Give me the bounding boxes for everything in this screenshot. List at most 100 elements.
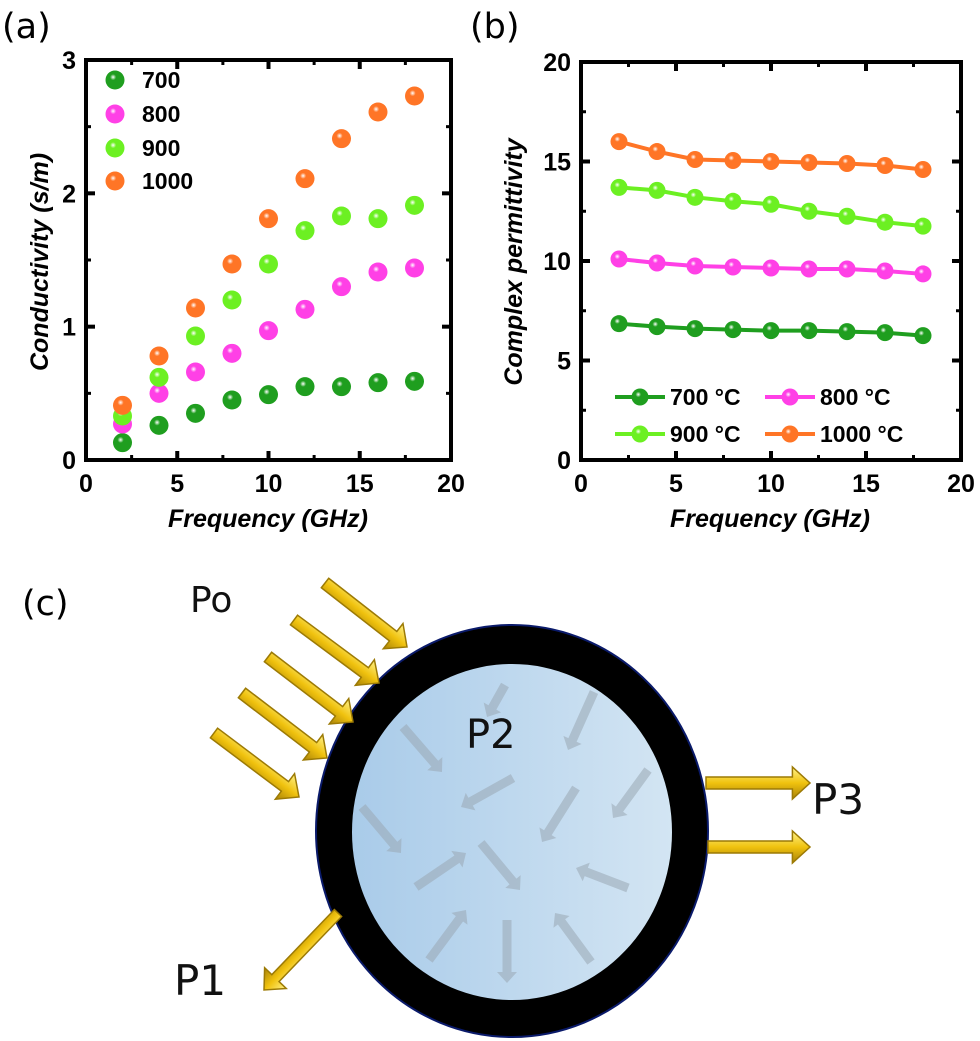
internal-arrow <box>575 862 630 893</box>
data-point <box>800 202 818 220</box>
legend-item: 800 °C <box>765 384 891 410</box>
data-point <box>610 250 628 268</box>
internal-arrow <box>563 690 599 751</box>
y-axis-title-b: Complex permittivity <box>500 137 528 385</box>
data-point <box>800 153 818 171</box>
data-point <box>800 260 818 278</box>
data-point <box>259 209 278 229</box>
series-1000 <box>113 86 424 415</box>
data-point <box>332 206 351 226</box>
incident-arrow <box>237 687 328 761</box>
internal-arrow <box>553 912 595 965</box>
data-point <box>295 377 315 397</box>
internal-arrow <box>461 774 516 811</box>
series-800 <box>610 250 932 283</box>
chart-a-conductivity: Conductivity (s/m) Frequency (GHz) 0 5 10 1… <box>26 47 465 533</box>
legend-label: 800 <box>142 101 180 127</box>
data-point <box>113 433 132 453</box>
reflected-arrow <box>263 908 343 991</box>
x-tick-label: 10 <box>255 470 283 498</box>
data-point <box>368 373 388 393</box>
data-point <box>368 262 388 282</box>
data-point <box>149 383 169 403</box>
data-point <box>914 327 932 345</box>
data-point <box>800 322 818 340</box>
legend-item: 700 <box>105 67 180 93</box>
y-tick-label: 5 <box>557 348 571 376</box>
data-point <box>686 257 704 275</box>
data-point <box>838 323 856 341</box>
x-axis-title-b: Frequency (GHz) <box>670 505 870 533</box>
core <box>352 664 672 1000</box>
x-tick-label: 15 <box>346 470 374 498</box>
data-point <box>724 321 742 339</box>
data-point <box>222 390 242 410</box>
series-800 <box>113 258 424 434</box>
data-point <box>914 265 932 283</box>
legend-label: 1000 °C <box>820 421 903 447</box>
internal-arrow <box>539 785 580 842</box>
x-tick-label: 20 <box>437 470 465 498</box>
y-tick-label: 2 <box>62 180 76 208</box>
data-point <box>876 262 894 280</box>
data-point <box>686 320 704 338</box>
internal-arrow <box>477 840 521 890</box>
data-point <box>838 154 856 172</box>
legend-marker <box>105 70 125 90</box>
data-point <box>332 129 351 149</box>
data-point <box>762 259 780 277</box>
series-1000 <box>610 133 932 178</box>
data-point <box>610 315 628 333</box>
data-point <box>222 254 242 274</box>
data-point <box>186 362 205 382</box>
legend-label: 900 <box>142 135 180 161</box>
internal-reflection-arrows <box>358 682 652 983</box>
data-point <box>405 86 424 106</box>
label-p1: P1 <box>174 956 226 1005</box>
legend-marker <box>781 388 799 406</box>
data-point <box>186 326 205 346</box>
internal-arrow <box>425 909 468 963</box>
chart-b-permittivity: Complex permittivity Frequency (GHz) 0 5 1… <box>500 49 975 533</box>
y-tick-label: 1 <box>62 314 76 342</box>
data-point <box>405 258 424 278</box>
legend-marker <box>105 104 125 124</box>
legend-marker <box>631 388 649 406</box>
data-point <box>838 260 856 278</box>
x-tick-label: 5 <box>170 470 184 498</box>
data-point <box>332 277 351 297</box>
data-point <box>648 181 666 199</box>
label-po: Po <box>190 580 232 621</box>
internal-arrow <box>413 850 467 891</box>
panel-label-c: (c) <box>22 584 69 624</box>
series-900 <box>610 178 932 235</box>
data-point <box>149 415 169 435</box>
x-tick-label: 20 <box>947 470 975 498</box>
legend-item: 700 °C <box>615 384 741 410</box>
data-point <box>113 395 132 415</box>
legend-item: 1000 °C <box>765 421 903 447</box>
data-point <box>222 290 242 310</box>
incident-arrow <box>263 651 354 725</box>
data-point <box>876 156 894 174</box>
data-point <box>762 153 780 170</box>
data-point <box>259 321 278 341</box>
label-p2: P2 <box>466 712 516 758</box>
legend-label: 1000 <box>142 168 193 194</box>
data-point <box>368 209 388 229</box>
series-700 <box>610 315 932 345</box>
panel-label-b: (b) <box>470 7 520 47</box>
data-point <box>876 213 894 231</box>
data-point <box>259 254 278 274</box>
wave-arrows <box>209 577 812 991</box>
data-point <box>648 143 666 161</box>
data-point <box>762 195 780 213</box>
label-p3: P3 <box>812 775 864 824</box>
data-point <box>762 322 780 340</box>
internal-arrow <box>611 767 652 819</box>
y-tick-label: 10 <box>543 248 571 276</box>
data-point <box>222 343 242 363</box>
y-axis-title-a: Conductivity (s/m) <box>26 153 54 371</box>
x-tick-label: 10 <box>757 470 785 498</box>
